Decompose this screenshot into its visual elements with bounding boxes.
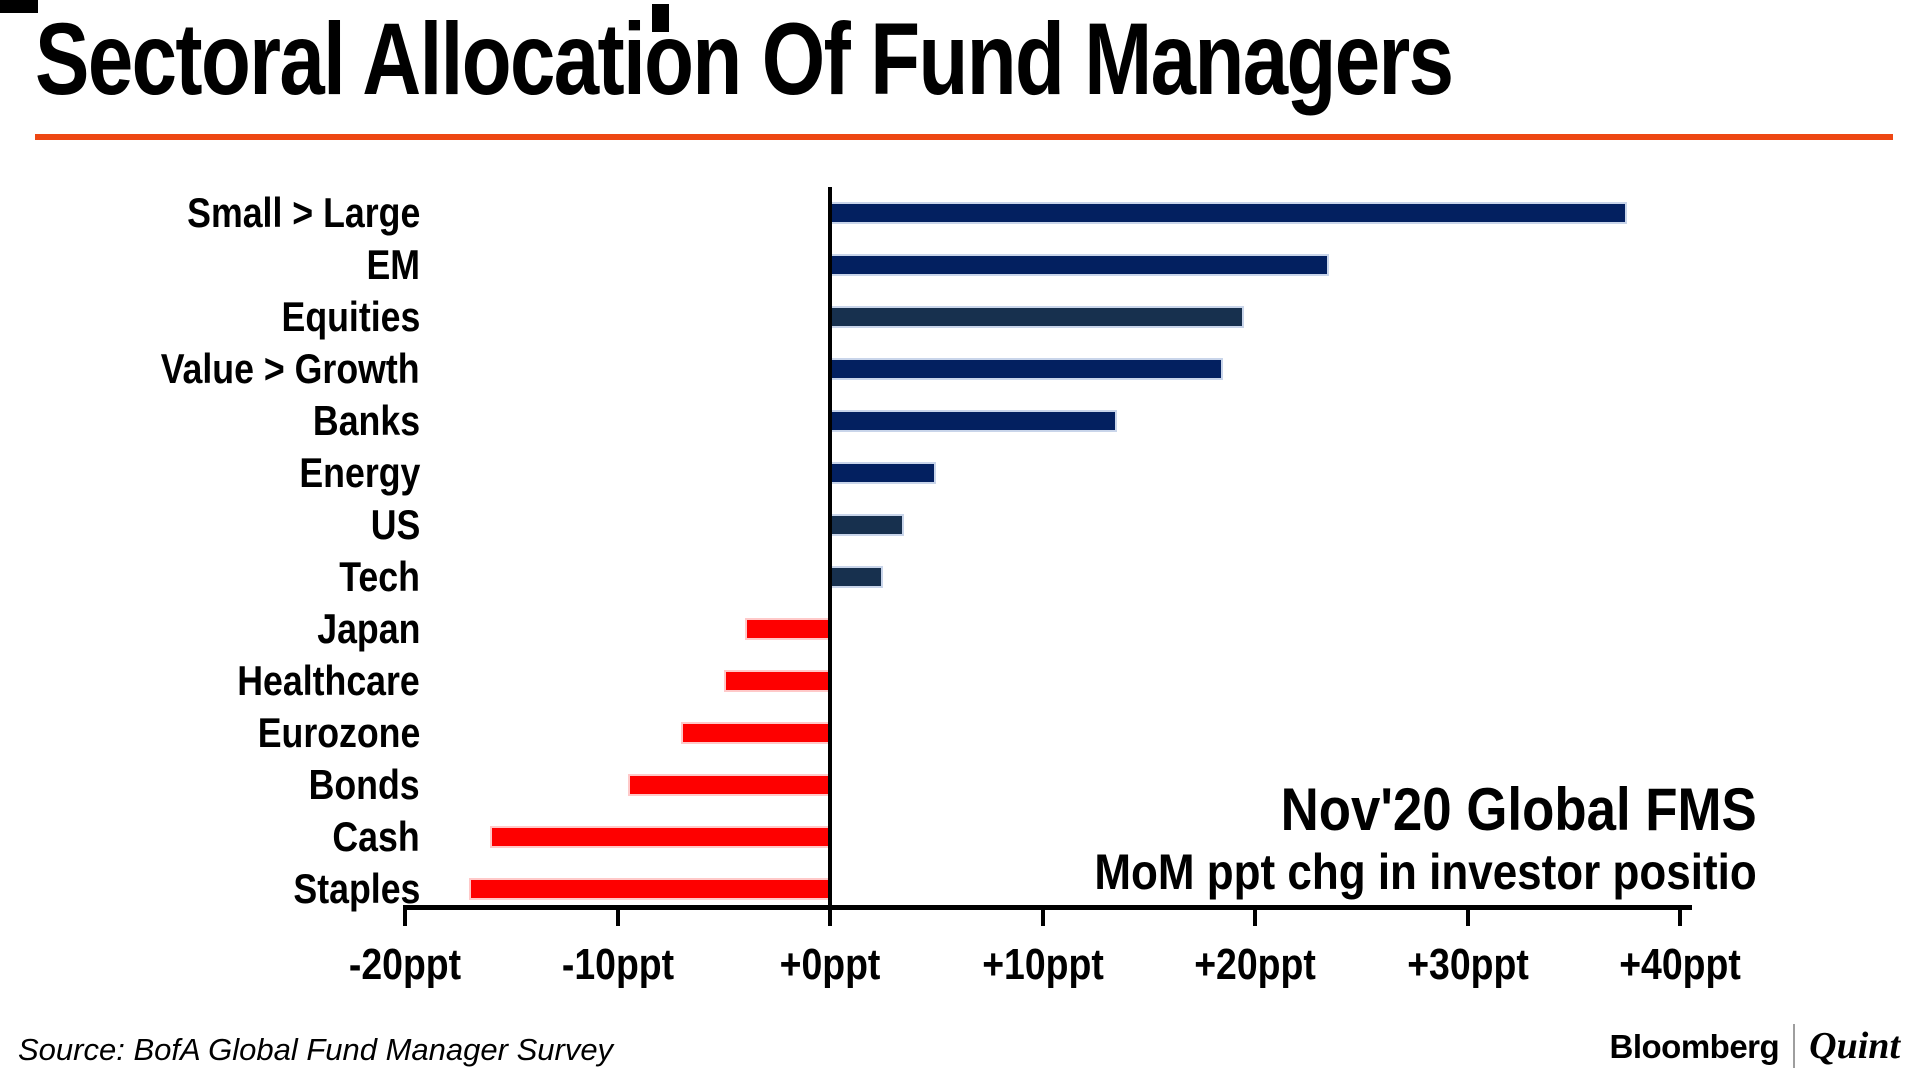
- x-tick-label: -10ppt: [561, 940, 674, 989]
- bar: [830, 306, 1245, 328]
- category-label: Bonds: [308, 761, 420, 808]
- bar: [468, 878, 830, 900]
- bar: [681, 722, 830, 744]
- annotation-metric-label: MoM ppt chg in investor positio: [1094, 844, 1757, 901]
- category-label: Japan: [316, 605, 420, 652]
- bar: [830, 514, 905, 536]
- bar: [830, 202, 1627, 224]
- bar: [628, 774, 830, 796]
- bar: [830, 254, 1330, 276]
- logo-separator-bar: [1793, 1024, 1796, 1068]
- x-tick-label: -20ppt: [348, 940, 462, 989]
- category-label: Value > Growth: [161, 345, 420, 392]
- bloomberg-wordmark: Bloomberg: [1609, 1028, 1780, 1065]
- bar: [830, 566, 884, 588]
- category-label: Tech: [339, 553, 420, 600]
- publisher-logo: Bloomberg Quint: [1609, 1024, 1900, 1068]
- artifact-mark: [0, 0, 38, 13]
- x-tick-label: +20ppt: [1194, 940, 1316, 989]
- x-axis-line: [403, 905, 1692, 910]
- category-label: Eurozone: [257, 709, 420, 756]
- category-label: EM: [366, 241, 420, 288]
- category-label: Staples: [293, 865, 420, 912]
- x-tick-label: +40ppt: [1619, 940, 1741, 989]
- x-tick: [1253, 910, 1257, 926]
- bar: [830, 358, 1224, 380]
- bar: [723, 670, 830, 692]
- category-label: Energy: [298, 449, 420, 496]
- annotation-survey-name: Nov'20 Global FMS: [1280, 776, 1757, 843]
- x-tick-label: +0ppt: [779, 940, 881, 989]
- source-credit: Source: BofA Global Fund Manager Survey: [18, 1032, 614, 1067]
- x-tick: [1040, 910, 1045, 926]
- title-underline-rule: [35, 134, 1893, 140]
- bar: [745, 618, 830, 640]
- chart-title: Sectoral Allocation Of Fund Managers: [35, 2, 1454, 116]
- category-label: Equities: [281, 293, 420, 340]
- category-label: US: [370, 501, 420, 548]
- artifact-mark: [652, 4, 669, 32]
- x-tick: [615, 910, 620, 926]
- zero-baseline: [828, 187, 832, 926]
- bar: [830, 410, 1117, 432]
- category-label: Cash: [332, 813, 420, 860]
- bar: [490, 826, 830, 848]
- chart-annotation: Nov'20 Global FMS MoM ppt chg in investo…: [1095, 776, 1757, 902]
- x-tick: [1465, 910, 1470, 926]
- category-label: Small > Large: [186, 189, 420, 236]
- category-label: Healthcare: [237, 657, 420, 704]
- x-tick-label: +10ppt: [981, 940, 1104, 989]
- bar: [830, 462, 937, 484]
- x-tick: [403, 910, 407, 926]
- category-label: Banks: [312, 397, 420, 444]
- x-tick: [1678, 910, 1682, 926]
- quint-wordmark: Quint: [1809, 1025, 1900, 1067]
- x-tick-label: +30ppt: [1406, 940, 1529, 989]
